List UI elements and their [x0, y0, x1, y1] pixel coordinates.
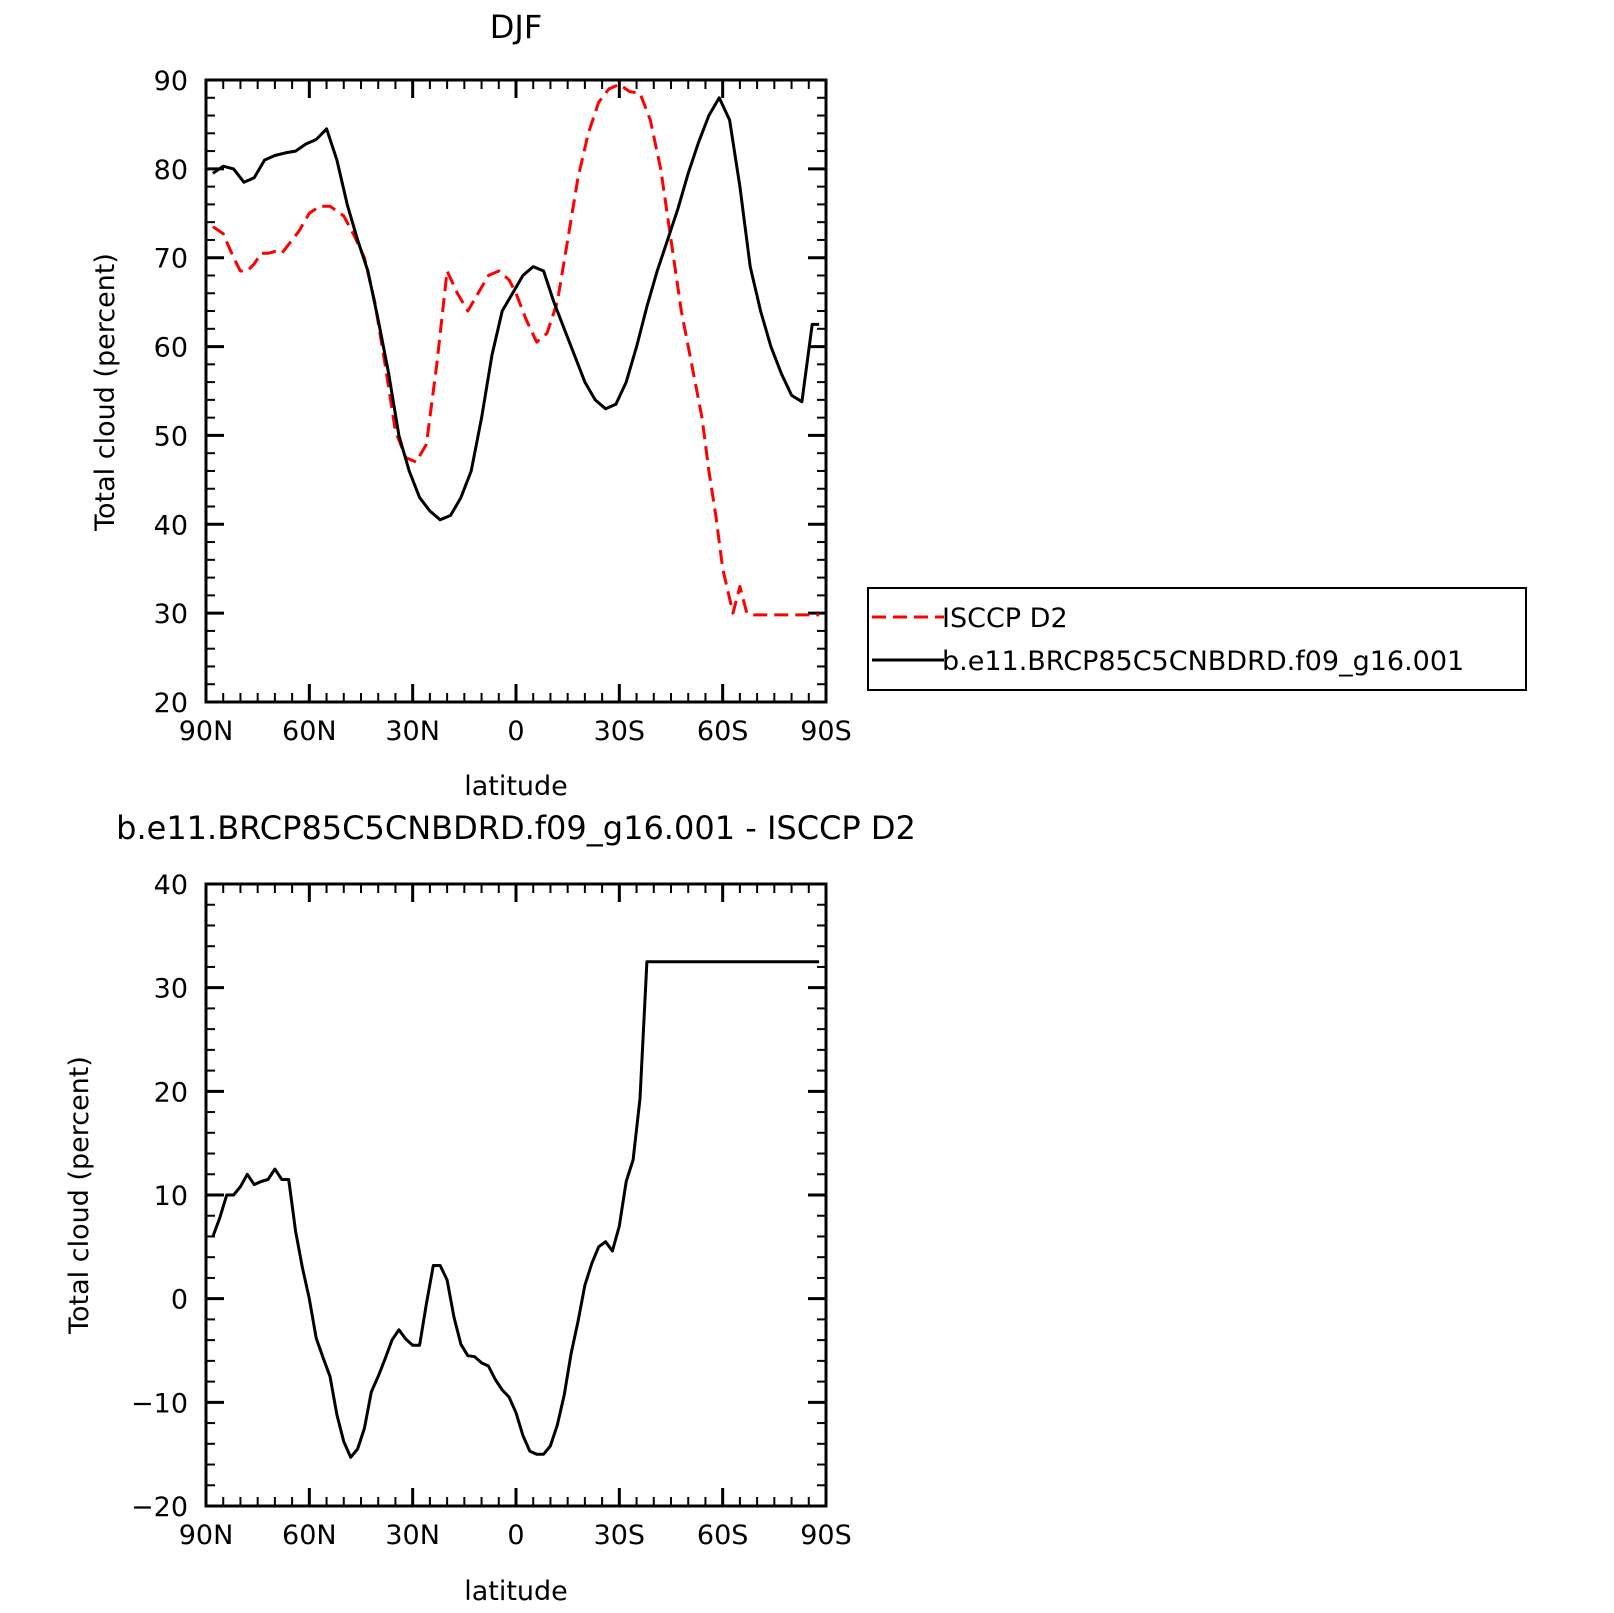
- y-tick-label: 20: [154, 1077, 188, 1108]
- y-axis-label: Total cloud (percent): [64, 1056, 95, 1335]
- y-tick-label: 40: [154, 510, 188, 541]
- y-tick-label: 30: [154, 974, 188, 1005]
- x-tick-label: 60N: [282, 716, 337, 747]
- x-tick-label: 60N: [282, 1520, 337, 1551]
- y-tick-label: 30: [154, 599, 188, 630]
- panel-top: DJF 90N 60N 30N 0 30S 60S 90S2030405060708090 …: [90, 8, 852, 802]
- x-tick-label: 30N: [385, 716, 440, 747]
- tick-labels: 90N 60N 30N 0 30S 60S 90S −20 −10 0 10 20 30 40: [131, 870, 852, 1551]
- series-line-model: [212, 96, 820, 522]
- y-tick-label: 10: [154, 1181, 188, 1212]
- x-tick-label: 60S: [697, 1520, 749, 1551]
- legend-label-isccp: ISCCP D2: [942, 603, 1068, 634]
- x-tick-label: 90N: [179, 1520, 234, 1551]
- x-tick-label: 30S: [594, 1520, 646, 1551]
- x-tick-label: 30N: [385, 1520, 440, 1551]
- series-lines: [211, 960, 820, 1459]
- y-axis-label: Total cloud (percent): [90, 253, 121, 532]
- y-tick-label: 70: [154, 244, 188, 275]
- series-line-difference: [211, 960, 820, 1459]
- y-tick-label: 50: [154, 421, 188, 452]
- chart-title: DJF: [490, 8, 542, 46]
- tick-marks: [204, 78, 828, 704]
- tick-labels: 90N 60N 30N 0 30S 60S 90S 20 30 40 50 60 70 80 90: [154, 66, 852, 747]
- y-tick-label: −20: [131, 1492, 188, 1523]
- plot-frame: [204, 78, 828, 704]
- x-tick-label: 90N: [179, 716, 234, 747]
- x-tick-label: 0: [507, 1520, 524, 1551]
- panel-bottom: b.e11.BRCP85C5CNBDRD.f09_g16.001 - ISCCP…: [64, 809, 916, 1607]
- x-tick-label: 60S: [697, 716, 749, 747]
- y-tick-label: 80: [154, 155, 188, 186]
- legend: ISCCP D2 b.e11.BRCP85C5CNBDRD.f09_g16.00…: [867, 587, 1527, 691]
- series-line-isccp-d2: [212, 82, 820, 617]
- y-tick-label: 60: [154, 333, 188, 364]
- y-tick-label: −10: [131, 1388, 188, 1419]
- y-tick-label: 90: [154, 66, 188, 97]
- difference-chart-title: b.e11.BRCP85C5CNBDRD.f09_g16.001 - ISCCP…: [116, 809, 916, 847]
- x-tick-label: 90S: [800, 1520, 852, 1551]
- y-tick-label: 0: [171, 1285, 188, 1316]
- x-tick-label: 0: [507, 716, 524, 747]
- legend-label-model: b.e11.BRCP85C5CNBDRD.f09_g16.001: [942, 646, 1464, 677]
- series-lines: [212, 82, 820, 617]
- x-tick-label: 30S: [594, 716, 646, 747]
- legend-box: [867, 587, 1527, 691]
- y-tick-label: 40: [154, 870, 188, 901]
- x-axis-label: latitude: [464, 771, 568, 802]
- x-tick-label: 90S: [800, 716, 852, 747]
- x-axis-label: latitude: [464, 1576, 568, 1607]
- plot-frame: [204, 882, 828, 1508]
- y-tick-label: 20: [154, 688, 188, 719]
